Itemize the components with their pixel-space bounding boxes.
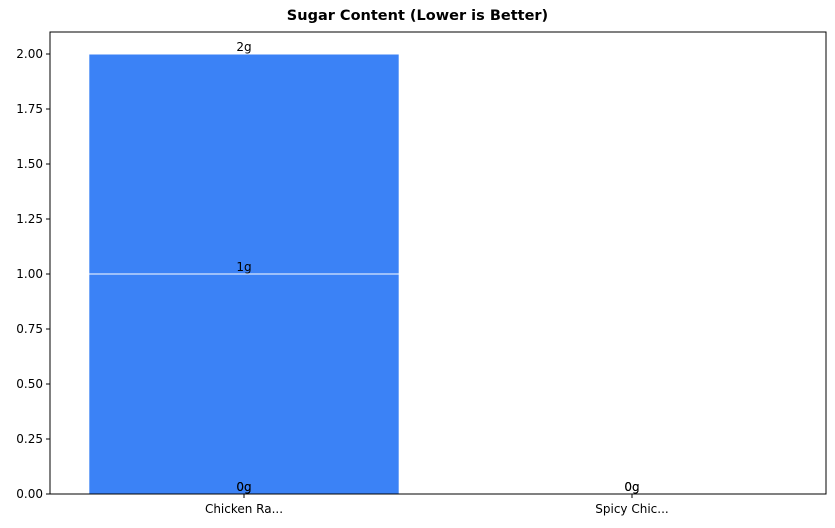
data-label: 0g xyxy=(236,480,251,494)
data-label: 0g xyxy=(236,480,251,494)
x-tick-label: Chicken Ra... xyxy=(205,502,283,516)
y-tick-label: 1.00 xyxy=(16,267,43,281)
bar-1-segment-1 xyxy=(88,273,400,495)
y-tick-label: 1.50 xyxy=(16,157,43,171)
x-axis: Chicken Ra... Spicy Chic... xyxy=(205,494,669,516)
y-axis: 0.00 0.25 0.50 0.75 1.00 1.25 1.50 1.75 2.00 xyxy=(16,47,50,501)
chart-title: Sugar Content (Lower is Better) xyxy=(286,8,549,24)
data-label: 0g xyxy=(624,480,639,494)
bar-1-segment-2 xyxy=(88,53,400,275)
data-label: 0g xyxy=(624,480,639,494)
x-tick-label: Spicy Chic... xyxy=(595,502,668,516)
y-tick-label: 0.00 xyxy=(16,487,43,501)
y-tick-label: 0.75 xyxy=(16,322,43,336)
y-tick-label: 0.50 xyxy=(16,377,43,391)
data-label: 1g xyxy=(236,260,251,274)
y-tick-label: 2.00 xyxy=(16,47,43,61)
y-tick-label: 1.75 xyxy=(16,102,43,116)
y-tick-label: 0.25 xyxy=(16,432,43,446)
y-tick-label: 1.25 xyxy=(16,212,43,226)
bars-layer xyxy=(88,53,400,495)
data-label: 2g xyxy=(236,40,251,54)
plot-frame xyxy=(49,31,827,495)
